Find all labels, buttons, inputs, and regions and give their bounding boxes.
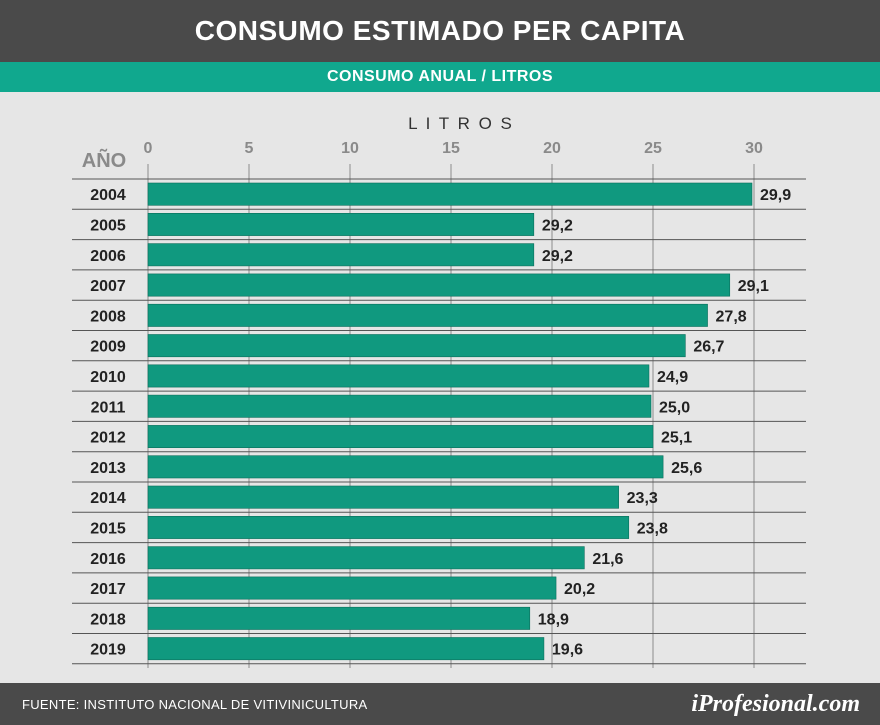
bar bbox=[147, 303, 708, 327]
y-tick-label: 2014 bbox=[90, 490, 126, 507]
data-label: 27,8 bbox=[716, 308, 747, 325]
x-tick-label: 25 bbox=[644, 140, 662, 157]
footer: FUENTE: INSTITUTO NACIONAL DE VITIVINICU… bbox=[0, 683, 880, 725]
y-tick-label: 2019 bbox=[90, 642, 126, 659]
bar bbox=[147, 213, 535, 236]
bar bbox=[147, 425, 654, 448]
y-tick-label: 2017 bbox=[90, 581, 126, 598]
data-label: 25,0 bbox=[659, 399, 690, 416]
data-label: 29,2 bbox=[542, 248, 573, 265]
x-tick-label: 30 bbox=[745, 140, 763, 157]
bar bbox=[147, 273, 731, 297]
bar bbox=[147, 485, 619, 509]
y-tick-label: 2008 bbox=[90, 308, 126, 325]
y-tick-label: 2011 bbox=[91, 399, 126, 416]
bar bbox=[147, 637, 545, 661]
data-label: 24,9 bbox=[657, 369, 688, 386]
y-tick-label: 2015 bbox=[90, 520, 126, 537]
data-label: 25,1 bbox=[661, 430, 692, 447]
x-tick-label: 20 bbox=[543, 140, 561, 157]
x-axis-label: L I T R O S bbox=[408, 114, 514, 133]
chart-subtitle: CONSUMO ANUAL / LITROS bbox=[0, 62, 880, 92]
data-label: 21,6 bbox=[592, 551, 623, 568]
labels-layer: 0 5 10 15 20 25 30 2004 29,9 2005 29,2 2006 29,2 2007… bbox=[90, 140, 791, 659]
y-tick-label: 2006 bbox=[90, 248, 126, 265]
data-label: 29,1 bbox=[738, 278, 769, 295]
data-label: 26,7 bbox=[693, 339, 724, 356]
bars-layer bbox=[147, 182, 753, 661]
x-tick-label: 0 bbox=[144, 140, 153, 157]
bar bbox=[147, 394, 652, 418]
data-label: 29,9 bbox=[760, 187, 791, 204]
bar bbox=[147, 576, 557, 600]
data-label: 25,6 bbox=[671, 460, 702, 477]
data-label: 20,2 bbox=[564, 581, 595, 598]
data-label: 29,2 bbox=[542, 217, 573, 234]
data-label: 19,6 bbox=[552, 642, 583, 659]
bar bbox=[147, 546, 585, 570]
y-tick-label: 2007 bbox=[90, 278, 126, 295]
x-tick-label: 15 bbox=[442, 140, 460, 157]
y-axis-label: AÑO bbox=[82, 149, 126, 172]
data-label: 23,8 bbox=[637, 520, 668, 537]
y-tick-label: 2004 bbox=[90, 187, 126, 204]
y-tick-label: 2012 bbox=[90, 430, 126, 447]
rows-layer bbox=[72, 178, 806, 665]
source-note: FUENTE: INSTITUTO NACIONAL DE VITIVINICU… bbox=[22, 696, 368, 712]
bar bbox=[147, 606, 531, 630]
x-tick-label: 10 bbox=[341, 140, 359, 157]
data-label: 18,9 bbox=[538, 611, 569, 628]
bar bbox=[147, 182, 753, 206]
y-tick-label: 2018 bbox=[90, 611, 126, 628]
bar bbox=[147, 243, 535, 267]
y-tick-label: 2009 bbox=[90, 339, 126, 356]
y-tick-label: 2005 bbox=[90, 217, 126, 234]
chart-title: CONSUMO ESTIMADO PER CAPITA bbox=[0, 0, 880, 62]
y-tick-label: 2016 bbox=[90, 551, 126, 568]
bar bbox=[147, 515, 630, 539]
x-tick-label: 5 bbox=[245, 140, 254, 157]
bar bbox=[147, 334, 686, 358]
bar bbox=[147, 364, 650, 388]
y-tick-label: 2013 bbox=[90, 460, 126, 477]
data-label: 23,3 bbox=[627, 490, 658, 507]
bar bbox=[147, 455, 664, 479]
bar-chart: 0 5 10 15 20 25 30 2004 29,9 2005 29,2 2006 29,2 2007… bbox=[72, 114, 806, 668]
y-tick-label: 2010 bbox=[90, 369, 126, 386]
brand-logo: iProfesional.com bbox=[691, 690, 860, 717]
